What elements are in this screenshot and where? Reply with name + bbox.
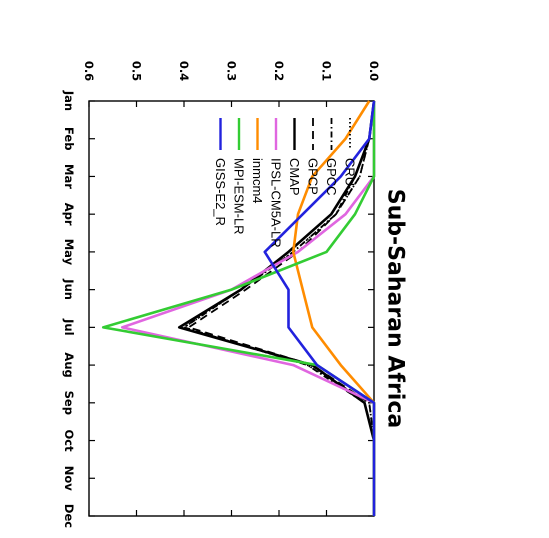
value-tick-label: 0.5 <box>130 61 144 81</box>
month-tick-label: Jun <box>62 278 76 300</box>
month-tick-label: Aug <box>62 352 76 377</box>
month-tick-label: Mar <box>62 164 76 189</box>
month-tick-label: Feb <box>62 127 76 150</box>
month-tick-label: May <box>62 239 76 266</box>
axis-ticks <box>88 100 375 517</box>
legend-label: CMAP <box>287 158 302 196</box>
month-tick-label: Oct <box>62 429 76 452</box>
series-layer <box>101 100 376 516</box>
value-tick-label: 0.3 <box>225 61 239 81</box>
month-tick-label: Sep <box>62 391 76 415</box>
value-tick-label: 0.6 <box>82 61 96 81</box>
legend-label: MPI-ESM-LR <box>232 158 247 235</box>
chart-title: Sub-Saharan Africa <box>383 189 408 428</box>
month-tick-label: Jan <box>62 90 76 111</box>
y-tick-labels: 0.0 0.1 0.2 0.3 0.4 0.5 0.6 <box>82 61 381 81</box>
month-tick-label: Dec <box>62 504 76 528</box>
value-tick-label: 0.4 <box>177 61 191 81</box>
x-tick-labels: Jan Feb Mar Apr May Jun Jul Aug Sep Oct Nov Dec <box>62 90 76 528</box>
month-tick-label: Apr <box>62 203 76 226</box>
legend-label: CRU <box>343 158 358 186</box>
legend-label: IPSL-CM5A-LR <box>269 158 284 248</box>
legend-label: GPCC <box>324 158 339 196</box>
legend-label: GISS-E2_R <box>213 158 228 226</box>
legend-label: GPCP <box>306 158 321 195</box>
value-tick-label: 0.0 <box>367 61 381 81</box>
value-tick-label: 0.2 <box>272 61 286 81</box>
legend-label: inmcm4 <box>250 158 265 204</box>
series-line-giss-e2-r <box>263 100 376 516</box>
month-tick-label: Nov <box>62 466 76 492</box>
month-tick-label: Jul <box>62 318 76 335</box>
value-tick-label: 0.1 <box>320 61 334 81</box>
